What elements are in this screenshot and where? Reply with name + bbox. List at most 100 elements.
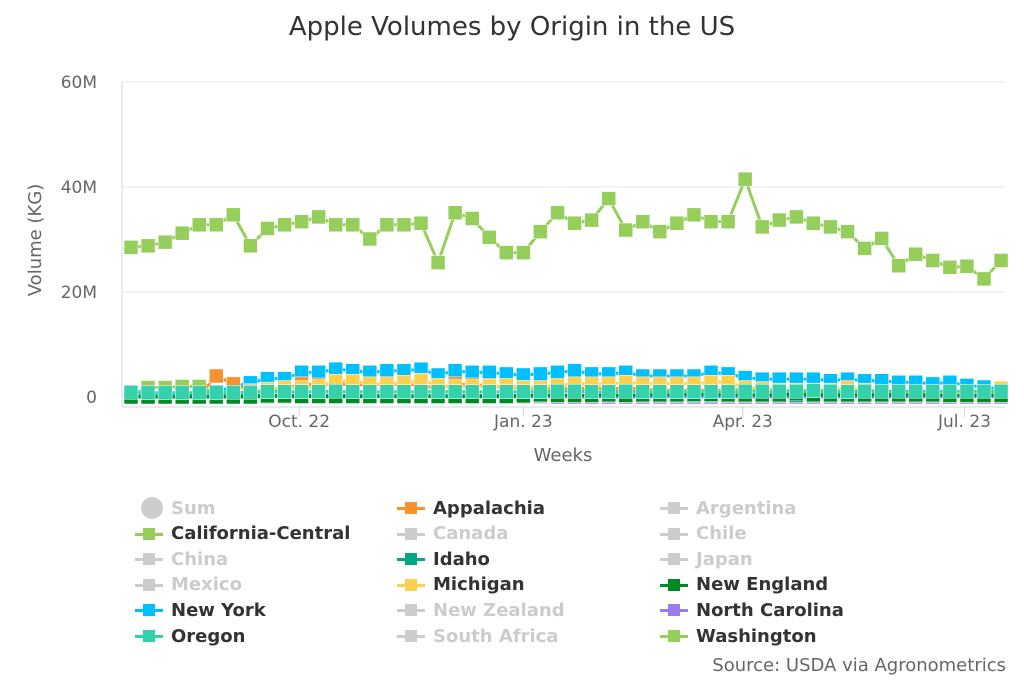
data-point (447, 205, 463, 220)
legend-square-marker-icon (660, 578, 688, 592)
legend-square-marker-icon (660, 552, 688, 566)
legend-item-michigan[interactable]: Michigan (397, 574, 525, 596)
series-washington (123, 171, 1009, 287)
data-point (174, 385, 190, 401)
series-line (131, 378, 1002, 399)
data-point (311, 384, 326, 399)
data-point (157, 385, 173, 401)
legend-item-canada[interactable]: Canada (397, 523, 508, 545)
legend-label: New York (171, 599, 266, 621)
data-point (874, 383, 889, 399)
legend-square-marker-icon (660, 501, 688, 515)
data-point (550, 205, 565, 220)
data-point (464, 384, 480, 399)
legend-label: Oregon (171, 625, 246, 647)
series-line (130, 367, 1002, 397)
data-point (482, 365, 497, 380)
data-point (516, 367, 531, 383)
legend-label: California-Central (171, 523, 351, 545)
data-point (925, 383, 941, 399)
y-tick-label: 40M (61, 178, 97, 198)
data-point (430, 384, 446, 399)
data-point (311, 209, 326, 225)
legend-item-china[interactable]: China (135, 548, 228, 570)
data-point (823, 383, 838, 399)
data-point (533, 384, 548, 399)
data-point (464, 211, 480, 226)
data-point (379, 217, 395, 233)
legend-item-new-zealand[interactable]: New Zealand (397, 599, 565, 621)
source-credit: Source: USDA via Agronometrics (712, 655, 1006, 676)
legend-square-marker-icon (397, 501, 425, 515)
legend-item-mexico[interactable]: Mexico (135, 574, 242, 596)
data-point (942, 383, 958, 399)
data-point (243, 238, 258, 254)
data-point (430, 255, 446, 270)
x-tick-label: Jul. 23 (937, 412, 991, 432)
legend-item-appalachia[interactable]: Appalachia (397, 497, 545, 519)
data-point (191, 385, 207, 401)
data-point (686, 207, 702, 223)
data-point (908, 246, 924, 262)
legend-label: Washington (696, 625, 817, 647)
data-point (925, 253, 941, 268)
data-point (209, 368, 224, 384)
data-point (516, 384, 531, 399)
legend-label: North Carolina (696, 599, 844, 621)
data-point (123, 385, 139, 400)
data-point (533, 224, 548, 239)
data-point (618, 383, 633, 399)
data-point (584, 384, 599, 399)
legend-item-argentina[interactable]: Argentina (660, 497, 796, 519)
legend-item-chile[interactable]: Chile (660, 523, 747, 545)
series-line (130, 177, 1003, 281)
data-point (703, 214, 719, 229)
data-point (823, 219, 838, 235)
data-point (618, 222, 633, 238)
data-point (157, 234, 173, 250)
legend-item-north-carolina[interactable]: North Carolina (660, 599, 844, 621)
data-point (516, 245, 531, 260)
data-point (345, 217, 361, 233)
data-point (140, 385, 156, 401)
legend-square-marker-icon (397, 578, 425, 592)
data-point (226, 385, 241, 400)
data-point (447, 363, 463, 378)
legend-item-california-central[interactable]: California-Central (135, 523, 350, 545)
data-point (260, 221, 275, 236)
legend-item-south-africa[interactable]: South Africa (397, 625, 558, 647)
data-point (140, 238, 156, 254)
data-point (652, 224, 668, 239)
y-axis-title: Volume (KG) (25, 184, 46, 296)
legend-label: Idaho (433, 548, 490, 570)
data-point (737, 171, 753, 187)
data-point (550, 383, 565, 399)
legend-label: South Africa (433, 625, 559, 647)
legend-item-new-england[interactable]: New England (660, 574, 828, 596)
data-point (294, 214, 309, 229)
legend-square-marker-icon (660, 629, 688, 643)
x-tick-label: Apr. 23 (713, 412, 773, 432)
data-point (447, 384, 463, 399)
legend-item-idaho[interactable]: Idaho (397, 548, 490, 570)
data-point (209, 217, 224, 233)
data-point (976, 383, 992, 399)
legend-item-new-york[interactable]: New York (135, 599, 266, 621)
data-point (669, 215, 685, 231)
legend-item-japan[interactable]: Japan (660, 548, 753, 570)
data-point (550, 365, 565, 380)
legend-item-oregon[interactable]: Oregon (135, 625, 245, 647)
legend-label: Canada (433, 523, 509, 545)
data-point (857, 241, 872, 256)
data-point (567, 215, 582, 231)
legend-label: Japan (696, 548, 753, 570)
legend-label: New Zealand (433, 599, 565, 621)
data-point (601, 384, 616, 399)
legend-item-sum[interactable]: Sum (135, 497, 216, 519)
data-point (942, 260, 958, 275)
legend-square-marker-icon (135, 603, 163, 617)
data-point (789, 209, 804, 225)
legend-circle-icon (135, 497, 163, 519)
y-tick-label: 0 (86, 388, 97, 408)
legend-item-washington[interactable]: Washington (660, 625, 817, 647)
